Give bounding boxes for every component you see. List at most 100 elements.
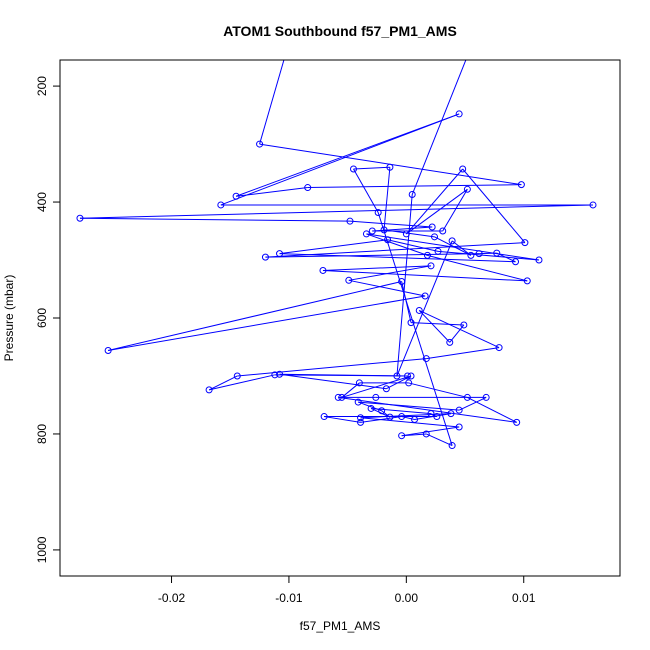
- plot-frame: [59, 59, 621, 577]
- x-tick-label: 0.00: [395, 591, 419, 605]
- series-segment: [79, 204, 594, 219]
- data-point: [334, 393, 342, 401]
- y-tick-label: 600: [35, 308, 49, 328]
- series-segment: [358, 401, 460, 411]
- data-point: [447, 410, 455, 418]
- data-point: [76, 214, 84, 222]
- series-segment: [371, 407, 432, 415]
- data-point: [455, 423, 463, 431]
- data-point: [338, 393, 346, 401]
- series-segment: [426, 347, 500, 360]
- series-segment: [401, 416, 415, 420]
- data-point: [386, 413, 394, 421]
- data-point: [493, 249, 501, 257]
- data-point: [467, 251, 475, 259]
- data-point: [427, 410, 435, 418]
- data-point: [350, 165, 357, 173]
- series-segment: [387, 239, 439, 252]
- y-tick-label: 800: [35, 424, 49, 444]
- y-tick-label: 400: [35, 192, 49, 212]
- data-point: [304, 184, 312, 192]
- data-point: [393, 372, 401, 380]
- x-axis: -0.02 -0.01 0.00 0.01: [158, 576, 536, 605]
- data-point: [346, 217, 354, 225]
- data-point: [422, 355, 430, 363]
- series-segment: [401, 433, 427, 437]
- x-tick-label: -0.02: [158, 591, 186, 605]
- series-segment: [259, 60, 285, 145]
- series-segment: [437, 250, 540, 261]
- data-point: [380, 226, 388, 234]
- data-point: [386, 163, 394, 171]
- data-point: [446, 338, 454, 346]
- data-point: [415, 306, 423, 314]
- data-point: [205, 386, 213, 394]
- series-segment: [322, 269, 528, 282]
- series-segment: [396, 240, 453, 377]
- data-point: [384, 236, 392, 244]
- series-segment: [406, 188, 468, 235]
- data-point: [374, 208, 382, 216]
- chart-title: ATOM1 Southbound f57_PM1_AMS: [223, 23, 457, 39]
- data-point: [405, 379, 413, 387]
- data-point: [535, 256, 543, 264]
- data-point: [345, 276, 353, 284]
- data-point: [297, 3, 303, 9]
- data-point: [460, 321, 468, 329]
- series-segment: [360, 417, 460, 428]
- series-segment: [279, 239, 388, 255]
- data-point: [372, 393, 380, 401]
- series-segment: [383, 167, 391, 230]
- x-tick-label: -0.01: [275, 591, 303, 605]
- data-point: [463, 393, 471, 401]
- y-tick-label: 1000: [35, 536, 49, 563]
- data-point: [408, 191, 416, 199]
- data-point: [495, 344, 503, 352]
- data-point: [411, 415, 419, 423]
- series-segment: [108, 295, 426, 351]
- data-point: [402, 230, 410, 238]
- data-point: [357, 418, 365, 426]
- data-point: [484, 3, 490, 9]
- series-segment: [279, 253, 516, 263]
- data-point: [421, 292, 429, 300]
- series-segment: [360, 413, 451, 419]
- y-tick-label: 200: [35, 76, 49, 96]
- data-point: [589, 201, 597, 209]
- series-segment: [208, 374, 275, 391]
- series-segment: [411, 60, 467, 195]
- series-segment: [237, 358, 427, 377]
- data-point: [523, 277, 531, 285]
- y-axis-label: Pressure (mbar): [2, 275, 16, 362]
- series-segment: [449, 324, 465, 343]
- data-point: [398, 413, 406, 421]
- data-point: [261, 253, 269, 261]
- data-point: [517, 181, 525, 189]
- series-segment: [366, 233, 540, 261]
- series-segment: [419, 310, 500, 349]
- series-segment: [462, 168, 526, 243]
- data-point: [233, 372, 241, 380]
- series-segment: [427, 254, 528, 282]
- series-segment: [279, 373, 387, 390]
- series-segment: [349, 220, 433, 228]
- data-layer: [76, 3, 597, 450]
- data-point: [276, 250, 284, 258]
- series-segment: [411, 322, 464, 326]
- series-segment: [307, 184, 522, 189]
- series-segment: [405, 168, 464, 235]
- series-segment: [372, 226, 433, 232]
- data-point: [355, 379, 363, 387]
- data-point: [434, 247, 442, 255]
- series-segment: [408, 382, 468, 398]
- data-point: [423, 251, 431, 259]
- series-segment: [324, 416, 361, 423]
- series-segment: [108, 280, 402, 351]
- series-segment: [366, 233, 428, 256]
- data-point: [232, 192, 240, 200]
- data-point: [362, 230, 370, 238]
- data-point: [382, 385, 390, 393]
- data-point: [271, 371, 279, 379]
- data-point: [512, 258, 520, 266]
